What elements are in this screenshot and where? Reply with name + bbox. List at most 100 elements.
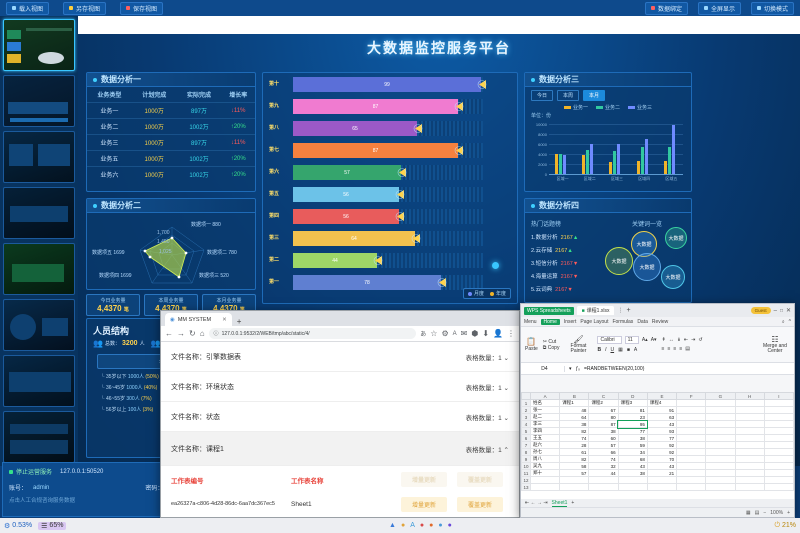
save-view-button[interactable]: 保存视图 [120,1,164,15]
file-row[interactable]: 文件名称：状态 表格数量：1 ⌄ [161,402,519,432]
ribbon-review[interactable]: Review [651,318,669,325]
merge-center-button[interactable]: ☷ Merge and Center [760,335,790,355]
save-as-view-button[interactable]: 另存视图 [63,1,107,15]
tab-week[interactable]: 本周 [557,90,580,101]
grid-cell[interactable] [705,462,736,470]
grid-cell[interactable] [763,448,794,456]
grid-cell[interactable] [734,462,765,470]
wps-new-tab-button[interactable]: + [626,307,631,314]
row-header[interactable]: 9 [521,455,531,463]
address-bar[interactable]: ⓘ 127.0.0.1:9532/2/WEB/tmp/abc/static/4/ [208,328,417,339]
grid-cell[interactable] [734,455,765,463]
grid-cell[interactable] [529,476,561,484]
grid-cell[interactable]: 66 [588,448,619,456]
file-row[interactable]: 文件名称：环境状态 表格数量：1 ⌄ [161,372,519,402]
bubble-2[interactable]: 大数据 [665,227,687,249]
stop-service-button[interactable]: 停止运营服务 [9,467,52,476]
grid-cell[interactable]: 70 [646,455,678,463]
grid-cell[interactable]: 23 [617,413,648,421]
grid-cell[interactable] [763,469,794,477]
col-header-G[interactable]: G [705,392,736,400]
grid-cell[interactable] [676,483,707,491]
grid-cell[interactable] [763,476,794,484]
grid-cell[interactable] [559,476,590,484]
grid-cell[interactable]: 课程4 [646,399,678,407]
grid-cell[interactable]: 43 [646,462,678,470]
grid-cell[interactable]: 58 [559,462,590,470]
tray-icon-g[interactable]: ● [447,522,452,529]
grid-cell[interactable]: 28 [559,441,590,449]
grid-cell[interactable]: 64 [559,413,590,421]
sheet-tab-sheet1[interactable]: Sheet1 [551,499,568,507]
grid-cell[interactable]: 课程2 [588,399,619,407]
borders-icon[interactable]: ▦ [618,347,623,353]
cut-button[interactable]: ✂ Cut [542,338,557,345]
corner-cell[interactable] [521,392,531,400]
grid-cell[interactable]: 81 [617,406,648,414]
grid-cell[interactable]: 91 [646,406,678,414]
grid-cell[interactable] [676,427,707,435]
translate-icon[interactable]: あ [420,332,427,338]
file-row-count[interactable]: 表格数量：1 ⌃ [465,446,509,454]
grid-cell[interactable] [646,483,678,491]
ribbon-insert[interactable]: Insert [563,318,577,325]
col-header-C[interactable]: C [588,392,619,400]
col-header-B[interactable]: B [559,392,590,400]
profile-icon[interactable]: 👤 [493,329,503,338]
grid-cell[interactable] [763,413,794,421]
function-icon[interactable]: ƒₓ [575,365,580,372]
grid-cell[interactable] [734,441,765,449]
thumbnail-item[interactable] [3,131,75,183]
thumbnail-item[interactable] [3,299,75,351]
grid-cell[interactable] [705,406,736,414]
minimize-icon[interactable]: – [773,307,777,314]
file-row-count[interactable]: 表格数量：1 ⌄ [465,414,509,422]
grid-cell[interactable]: 92 [646,448,678,456]
grid-cell[interactable]: 74 [559,434,590,442]
paste-button[interactable]: 📋 Paste [525,337,538,352]
bubble-3[interactable]: 大数据 [605,247,633,275]
grid-cell[interactable]: 92 [646,441,678,449]
grid-cell[interactable] [734,406,765,414]
col-header-I[interactable]: I [763,392,794,400]
load-view-button[interactable]: 载入视图 [6,1,50,15]
grid-cell[interactable] [676,434,707,442]
wps-tab-menu-icon[interactable]: ⋮ [617,308,624,314]
grid-cell[interactable]: 57 [588,441,619,449]
grid-cell[interactable] [734,483,765,491]
back-icon[interactable]: ← [165,329,173,338]
grid-cell[interactable]: 38 [559,420,590,428]
thumbnail-item[interactable] [3,355,75,407]
tray-icon-b[interactable]: ● [400,522,406,529]
switch-mode-button[interactable]: 切换模式 [750,1,794,15]
grid-cell[interactable]: 孙七 [529,448,561,456]
grid-cell[interactable] [734,399,765,407]
grid-cell[interactable]: 93 [646,427,678,435]
decrease-font-icon[interactable]: A▾ [650,337,657,343]
italic-button[interactable]: I [605,347,607,353]
tab-close-icon[interactable]: ✕ [222,316,227,323]
grid-cell[interactable]: 82 [559,427,590,435]
grid-cell[interactable] [617,476,648,484]
grid-cell[interactable]: 68 [617,455,648,463]
col-header-H[interactable]: H [734,392,765,400]
wps-file-tab[interactable]: ■ 课程1.xlsx [576,306,615,315]
indent-increase-icon[interactable]: ⇥ [691,337,696,343]
grid-cell[interactable] [734,413,765,421]
grid-cell[interactable]: 60 [588,434,619,442]
grid-cell[interactable]: 34 [617,448,648,456]
grid-cell[interactable] [705,469,736,477]
fill-color-icon[interactable]: ■ [626,347,630,353]
col-header-F[interactable]: F [676,392,707,400]
grid-cell[interactable] [705,441,736,449]
grid-cell[interactable] [763,483,794,491]
add-sheet-button[interactable]: + [571,500,575,506]
row-header[interactable]: 3 [521,413,531,421]
grid-cell[interactable] [646,476,678,484]
tray-icon-e[interactable]: ● [429,522,434,529]
ribbon-menu[interactable]: Menu [524,318,537,325]
grid-cell[interactable] [705,483,736,491]
align-center-icon[interactable]: ≡ [667,346,671,352]
spreadsheet-grid[interactable]: A B C D E F G H I 1 姓名 课程1 课程2 课程3 课程4 2 张一 48 67 81 91 3 赵二 64… [521,392,794,491]
row-header[interactable]: 5 [521,427,531,435]
